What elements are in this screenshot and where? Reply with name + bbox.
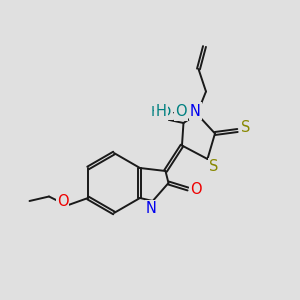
Text: N: N: [146, 201, 157, 216]
Text: HO: HO: [150, 105, 172, 119]
Text: O: O: [175, 104, 187, 119]
Text: N: N: [190, 103, 201, 118]
Text: S: S: [209, 159, 218, 174]
Text: O: O: [57, 194, 68, 208]
Text: S: S: [241, 120, 250, 135]
Text: H: H: [155, 104, 167, 119]
Text: O: O: [190, 182, 202, 196]
